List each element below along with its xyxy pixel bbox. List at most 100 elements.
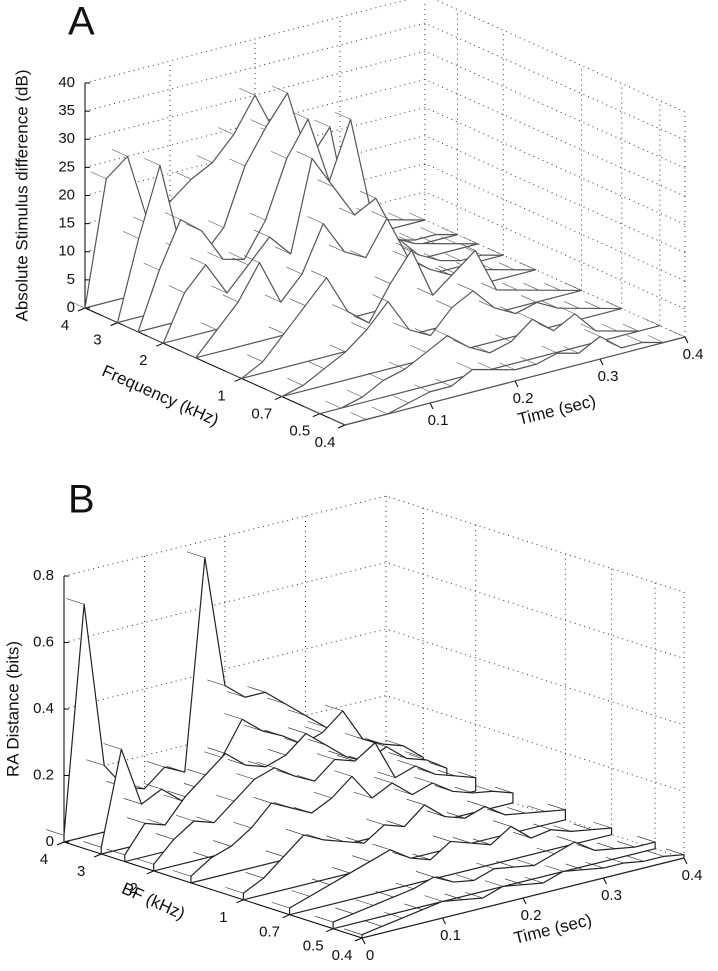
x-tick bbox=[599, 358, 604, 366]
mesh-line bbox=[211, 285, 228, 294]
mesh-line bbox=[542, 300, 559, 309]
mesh-line bbox=[304, 726, 323, 733]
mesh-line bbox=[480, 282, 497, 291]
mesh-line bbox=[456, 362, 473, 370]
z-tick-label: 0.2 bbox=[33, 766, 54, 783]
mesh-line bbox=[355, 899, 374, 906]
mesh-line bbox=[645, 850, 664, 857]
z-tick-label: 20 bbox=[58, 186, 75, 203]
mesh-line bbox=[424, 895, 443, 902]
grid-line bbox=[63, 694, 685, 792]
mesh-line bbox=[354, 791, 373, 799]
mesh-line bbox=[565, 863, 584, 870]
mesh-line bbox=[126, 817, 146, 824]
mesh-line bbox=[331, 867, 351, 874]
mesh-line bbox=[420, 227, 437, 235]
mesh-line bbox=[144, 158, 161, 166]
mesh-line bbox=[167, 790, 186, 798]
mesh-line bbox=[502, 282, 518, 291]
mesh-line bbox=[329, 417, 346, 426]
mesh-line bbox=[307, 216, 324, 224]
mesh-line bbox=[365, 738, 384, 745]
mesh-line bbox=[328, 750, 347, 758]
mesh-line bbox=[527, 805, 546, 812]
x-tick-label: 0.4 bbox=[682, 867, 703, 884]
mesh-line bbox=[289, 298, 306, 306]
x-tick bbox=[442, 917, 446, 925]
mesh-line bbox=[456, 874, 475, 881]
mesh-line bbox=[669, 329, 686, 338]
mesh-line bbox=[307, 721, 326, 728]
mesh-line bbox=[464, 891, 483, 899]
z-tick-label: 0.6 bbox=[33, 633, 54, 650]
z-axis-label: RA Distance (bits) bbox=[3, 641, 22, 777]
mesh-line bbox=[605, 856, 624, 864]
mesh-line bbox=[338, 207, 355, 216]
mesh-line bbox=[275, 246, 291, 255]
y-tick bbox=[234, 377, 242, 382]
x-tick bbox=[429, 402, 434, 410]
mesh-line bbox=[417, 768, 436, 775]
mesh-line bbox=[243, 255, 260, 263]
mesh-line bbox=[208, 220, 224, 228]
mesh-line bbox=[103, 743, 122, 750]
y-tick-label: 3 bbox=[93, 332, 101, 349]
mesh-line bbox=[417, 287, 433, 296]
mesh-line bbox=[457, 283, 474, 292]
surface-chart: A 0 5 10 15 20 25 30 35 40 0.1 0.2 0.3 0.4 4 3 2 1 0.7 0.5 0… bbox=[12, 0, 703, 451]
mesh-line bbox=[266, 389, 282, 397]
mesh-line bbox=[367, 372, 384, 381]
mesh-line bbox=[457, 771, 476, 778]
mesh-line bbox=[180, 350, 196, 359]
surface-row bbox=[153, 742, 477, 872]
mesh-line bbox=[593, 821, 612, 829]
y-tick bbox=[236, 899, 244, 904]
mesh-line bbox=[541, 345, 558, 354]
mesh-line bbox=[329, 344, 346, 353]
mesh-line bbox=[256, 761, 275, 769]
mesh-line bbox=[452, 837, 471, 844]
z-tick-label: 30 bbox=[58, 130, 75, 147]
mesh-line bbox=[392, 852, 411, 859]
mesh-line bbox=[375, 891, 394, 898]
mesh-line bbox=[227, 691, 246, 698]
mesh-line bbox=[408, 753, 427, 761]
mesh-line bbox=[101, 315, 118, 323]
mesh-line bbox=[523, 282, 540, 291]
mesh-line bbox=[360, 190, 376, 199]
mesh-line bbox=[143, 783, 162, 790]
mesh-line bbox=[371, 406, 388, 415]
mesh-line bbox=[166, 766, 185, 773]
mesh-line bbox=[573, 823, 592, 830]
mesh-line bbox=[326, 835, 345, 842]
mesh-line bbox=[296, 774, 315, 782]
mesh-line bbox=[414, 384, 431, 393]
mesh-line bbox=[415, 871, 434, 878]
mesh-line bbox=[332, 304, 348, 312]
grid-line bbox=[63, 628, 685, 726]
mesh-line bbox=[228, 252, 245, 260]
mesh-line bbox=[399, 232, 416, 241]
mesh-line bbox=[559, 306, 575, 315]
mesh-line bbox=[123, 798, 142, 805]
mesh-line bbox=[310, 270, 327, 278]
mesh-line bbox=[437, 769, 456, 777]
mesh-line bbox=[397, 759, 416, 767]
mesh-line bbox=[498, 262, 515, 270]
z-tick-label: 15 bbox=[58, 215, 75, 232]
mesh-line bbox=[83, 841, 102, 848]
surface-row bbox=[344, 335, 686, 426]
mesh-line bbox=[644, 318, 660, 326]
x-tick bbox=[684, 336, 689, 344]
mesh-line bbox=[438, 265, 455, 274]
mesh-line bbox=[265, 294, 281, 303]
grid-line bbox=[84, 78, 686, 197]
panel-label: B bbox=[68, 478, 95, 522]
mesh-line bbox=[324, 704, 343, 712]
mesh-line bbox=[164, 212, 181, 220]
mesh-line bbox=[556, 836, 575, 843]
mesh-line bbox=[452, 339, 469, 348]
mesh-line bbox=[374, 276, 391, 284]
mesh-line bbox=[544, 283, 561, 291]
mesh-line bbox=[201, 322, 218, 331]
